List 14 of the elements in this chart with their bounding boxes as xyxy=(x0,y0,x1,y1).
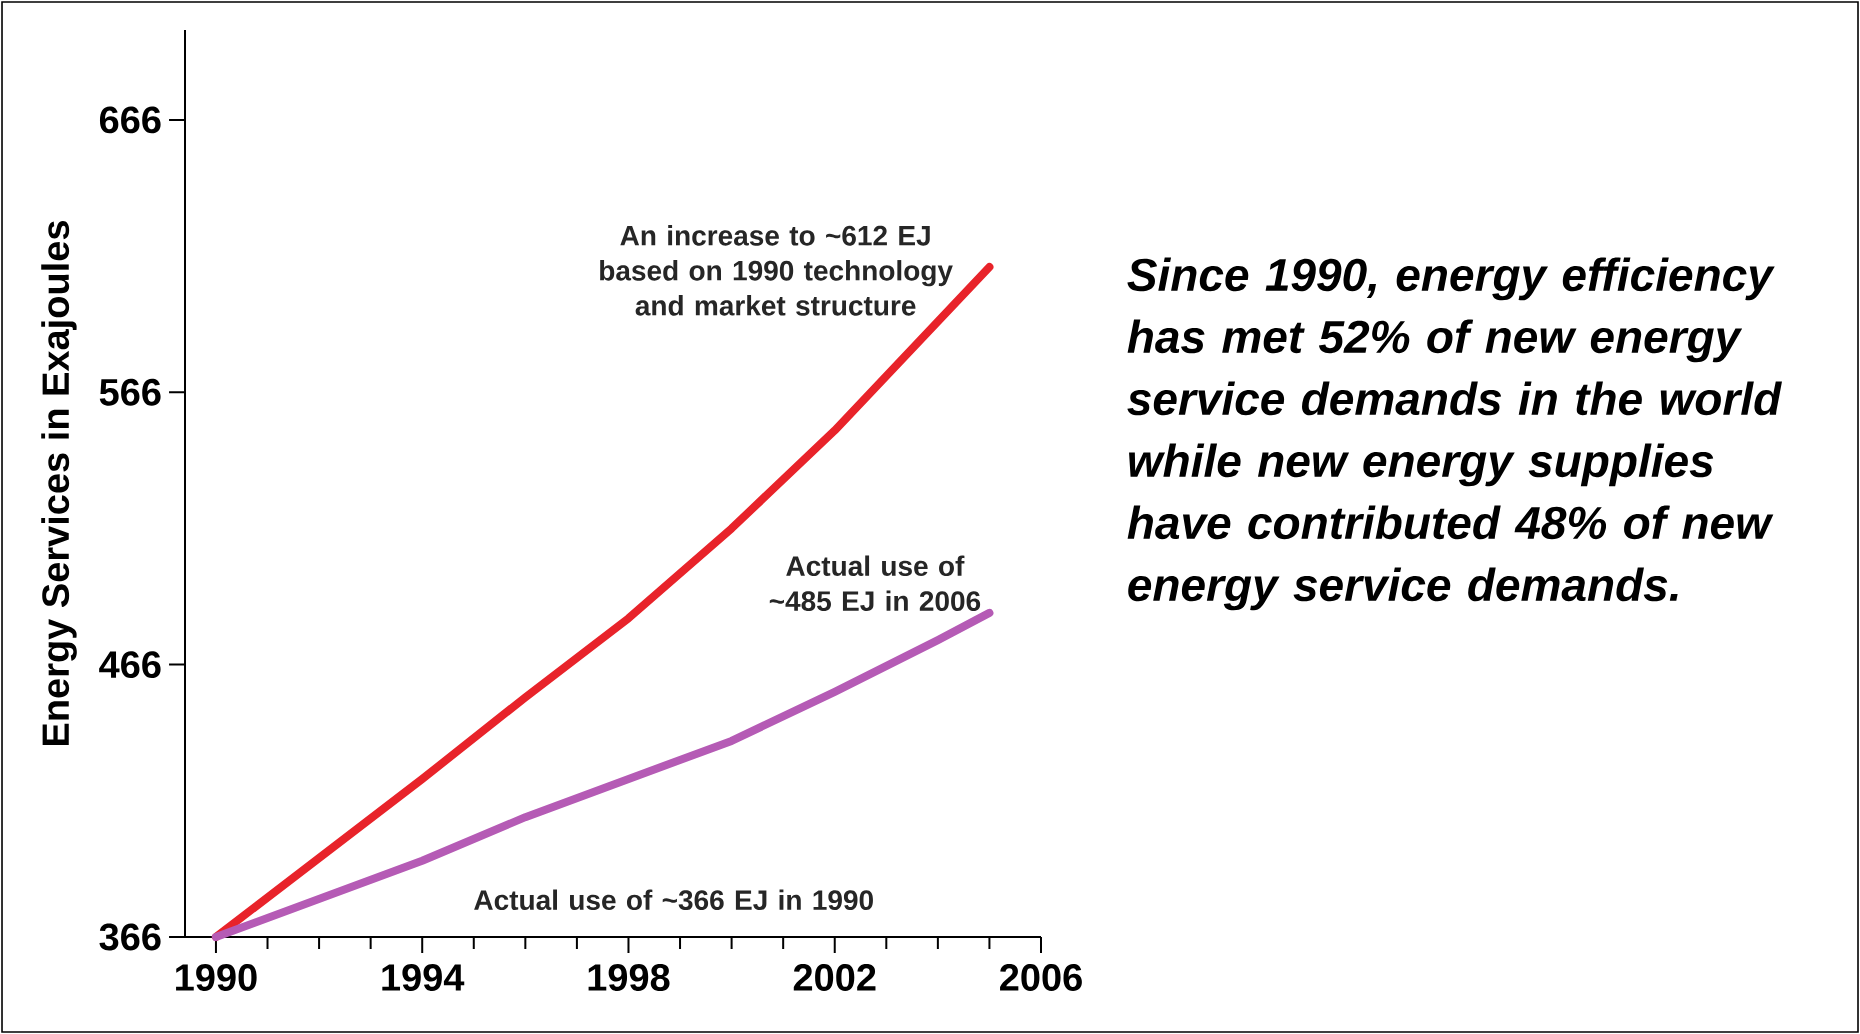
x-tick-label: 2006 xyxy=(1000,964,1082,991)
x-tick-label: 1990 xyxy=(176,964,257,991)
x-tick-label: 1994 xyxy=(382,964,465,991)
annotation: Actual use of ~366 EJ in 1990 xyxy=(474,889,873,911)
y-tick-label: 466 xyxy=(99,651,161,679)
y-tick-label: 366 xyxy=(99,923,161,951)
x-tick-label: 1998 xyxy=(588,964,670,991)
y-axis-title: Energy Services in Exajoules xyxy=(41,221,77,745)
y-tick-label: 666 xyxy=(99,106,161,134)
y-tick-label: 566 xyxy=(99,378,161,406)
text: Since 1990, energy efficiency has met 52% of new energy service demands in the world while new energy supplies have contributed 48% of new energy service demands. xyxy=(1127,257,1782,611)
annotation: Actual use of ~485 EJ in 2006 xyxy=(769,555,981,612)
annotation: An increase to ~612 EJ based on 1990 technology and market structure xyxy=(600,225,953,316)
x-tick-label: 2002 xyxy=(793,964,876,991)
